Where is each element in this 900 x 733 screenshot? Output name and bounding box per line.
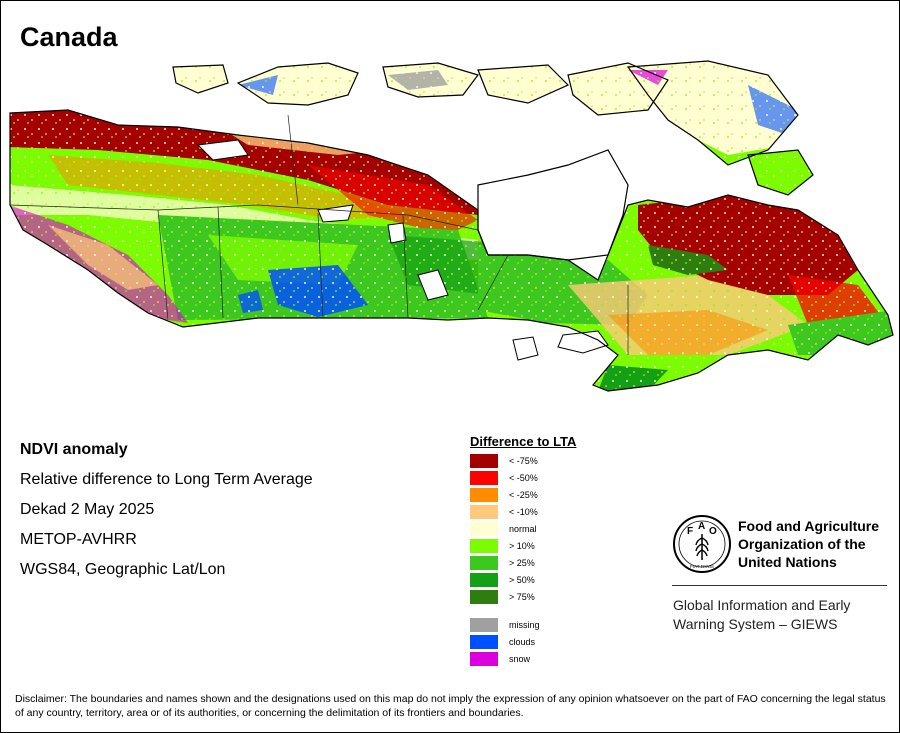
giews-name: Global Information and Early Warning Sys… — [673, 596, 850, 634]
divider — [672, 585, 887, 586]
legend-label: < -50% — [509, 473, 538, 483]
giews-line: Global Information and Early — [673, 597, 851, 613]
legend-label: < -25% — [509, 490, 538, 500]
period: Dekad 2 May 2025 — [20, 501, 155, 518]
org-name-line: Food and Agriculture — [738, 518, 880, 534]
legend-item: < -50% — [470, 471, 538, 485]
projection: WGS84, Geographic Lat/Lon — [20, 561, 226, 578]
legend-item: > 10% — [470, 539, 535, 553]
legend-item-clouds: clouds — [470, 635, 535, 649]
legend-swatch — [470, 454, 498, 468]
org-name-line: United Nations — [738, 554, 837, 570]
legend-swatch — [470, 590, 498, 604]
legend-label: > 25% — [509, 558, 535, 568]
legend-item: > 75% — [470, 590, 535, 604]
page-title: Canada — [20, 22, 118, 52]
logo-motto: FIAT PANIS — [690, 564, 714, 569]
legend-item: < -25% — [470, 488, 538, 502]
legend-label: < -75% — [509, 456, 538, 466]
legend-title: Difference to LTA — [470, 434, 577, 449]
legend-item: normal — [470, 522, 537, 536]
legend-label: missing — [509, 620, 540, 630]
org-name-line: Organization of the — [738, 536, 866, 552]
legend-swatch — [470, 471, 498, 485]
legend-item: > 25% — [470, 556, 535, 570]
legend-label: clouds — [509, 637, 536, 647]
logo-letter: O — [709, 526, 717, 537]
sensor: METOP-AVHRR — [20, 531, 137, 548]
giews-line: Warning System – GIEWS — [673, 616, 838, 632]
legend-label: < -10% — [509, 507, 538, 517]
legend-item-snow: snow — [470, 652, 530, 666]
legend-item: < -75% — [470, 454, 538, 468]
disclaimer: Disclaimer: The boundaries and names sho… — [15, 693, 886, 719]
legend-swatch — [470, 635, 498, 649]
org-name: Food and Agriculture Organization of the… — [738, 517, 879, 571]
ndvi-map — [9, 60, 894, 392]
legend-label: normal — [509, 524, 537, 534]
legend-swatch — [470, 505, 498, 519]
fao-logo-icon: F A O FIAT PANIS — [673, 515, 731, 573]
logo-letter: A — [698, 521, 705, 532]
legend-label: > 75% — [509, 592, 535, 602]
legend-swatch — [470, 556, 498, 570]
legend-label: > 10% — [509, 541, 535, 551]
legend-item: > 50% — [470, 573, 535, 587]
legend-label: snow — [509, 654, 531, 664]
index-name: NDVI anomaly — [20, 441, 128, 458]
legend-swatch — [470, 618, 498, 632]
logo-letter: F — [687, 526, 693, 537]
legend-item: < -10% — [470, 505, 538, 519]
legend-label: > 50% — [509, 575, 535, 585]
description: Relative difference to Long Term Average — [20, 471, 313, 488]
legend-item-missing: missing — [470, 618, 540, 632]
legend-swatch — [470, 652, 498, 666]
legend-swatch — [470, 573, 498, 587]
legend-swatch — [470, 488, 498, 502]
legend-swatch — [470, 539, 498, 553]
legend-swatch — [470, 522, 498, 536]
